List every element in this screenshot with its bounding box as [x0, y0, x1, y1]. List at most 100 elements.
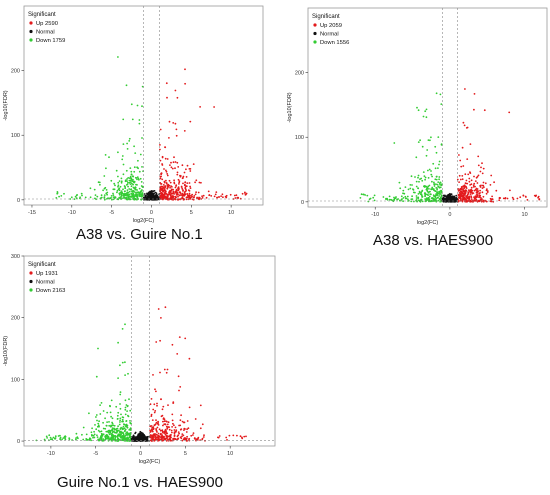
point-down	[440, 197, 442, 200]
point-down	[111, 421, 113, 424]
point-down	[62, 437, 65, 439]
point-up	[210, 195, 213, 197]
point-up	[173, 432, 176, 435]
point-up	[166, 438, 169, 440]
point-down	[128, 190, 131, 193]
point-down	[132, 190, 135, 193]
point-up	[194, 181, 197, 184]
point-down	[116, 191, 118, 194]
point-down	[117, 56, 119, 58]
point-down	[120, 180, 123, 183]
point-normal	[444, 200, 446, 203]
point-up	[184, 82, 187, 85]
point-down	[106, 191, 109, 194]
point-up	[177, 437, 180, 440]
point-down	[122, 188, 124, 191]
point-down	[108, 424, 111, 427]
point-up	[170, 166, 173, 169]
point-down	[48, 434, 51, 437]
point-down	[417, 109, 420, 112]
point-down	[133, 187, 135, 189]
point-down	[117, 425, 119, 428]
point-up	[175, 194, 178, 196]
point-down	[404, 197, 407, 200]
point-up	[163, 420, 166, 423]
point-up	[161, 189, 164, 191]
point-normal	[152, 194, 154, 197]
point-up	[481, 172, 484, 175]
point-down	[102, 421, 104, 424]
point-up	[213, 195, 216, 198]
legend-label-normal: Normal	[320, 32, 339, 38]
point-down	[140, 181, 143, 183]
point-up	[459, 192, 462, 195]
point-up	[190, 434, 193, 437]
point-down	[134, 191, 137, 194]
point-down	[105, 434, 108, 436]
point-up	[166, 427, 169, 430]
point-down	[141, 137, 143, 139]
point-up	[159, 192, 162, 195]
point-up	[519, 196, 522, 199]
point-down	[393, 196, 395, 199]
point-up	[177, 178, 180, 181]
point-up	[168, 137, 170, 139]
point-up	[155, 341, 158, 343]
volcano-plot-svg: -15 -10 -5 0 5 100100200log2(FC)-log10(FDR)Si…	[3, 5, 264, 224]
point-normal	[454, 198, 456, 201]
point-up	[234, 197, 237, 199]
point-up	[192, 432, 195, 434]
point-down	[109, 431, 112, 434]
point-up	[476, 200, 479, 203]
point-down	[120, 194, 123, 197]
point-up	[457, 200, 460, 202]
point-down	[112, 196, 115, 199]
point-up	[243, 435, 246, 438]
point-up	[165, 420, 167, 422]
point-up	[481, 191, 484, 194]
point-up	[469, 184, 471, 186]
point-down	[130, 185, 133, 188]
point-down	[115, 405, 118, 408]
point-up	[201, 195, 204, 198]
point-down	[119, 391, 122, 393]
point-up	[166, 196, 169, 199]
point-down	[98, 420, 100, 423]
point-down	[418, 190, 421, 193]
point-up	[244, 192, 246, 194]
point-up	[202, 194, 205, 197]
point-down	[108, 421, 110, 423]
point-up	[526, 199, 529, 201]
point-up	[170, 161, 172, 164]
point-down	[439, 193, 441, 196]
point-down	[415, 180, 418, 183]
point-up	[168, 179, 171, 182]
point-down	[132, 178, 134, 181]
point-up	[215, 191, 218, 194]
point-down	[122, 118, 125, 121]
point-up	[477, 155, 480, 158]
point-up	[220, 195, 223, 198]
point-down	[128, 193, 131, 196]
point-up	[165, 371, 168, 374]
point-up	[156, 404, 158, 407]
point-up	[469, 190, 471, 193]
point-down	[92, 436, 94, 439]
point-down	[122, 425, 125, 428]
point-up	[489, 184, 492, 186]
point-up	[472, 184, 475, 187]
point-down	[80, 192, 83, 195]
point-up	[189, 185, 192, 188]
point-down	[427, 177, 430, 179]
point-up	[191, 198, 194, 201]
point-down	[133, 181, 136, 184]
point-down	[56, 192, 59, 195]
point-down	[100, 430, 103, 433]
point-up	[202, 436, 205, 438]
point-down	[92, 434, 95, 437]
point-up	[167, 435, 169, 438]
point-up	[477, 164, 480, 167]
point-down	[421, 179, 424, 182]
point-down	[430, 170, 432, 172]
point-down	[93, 430, 95, 433]
